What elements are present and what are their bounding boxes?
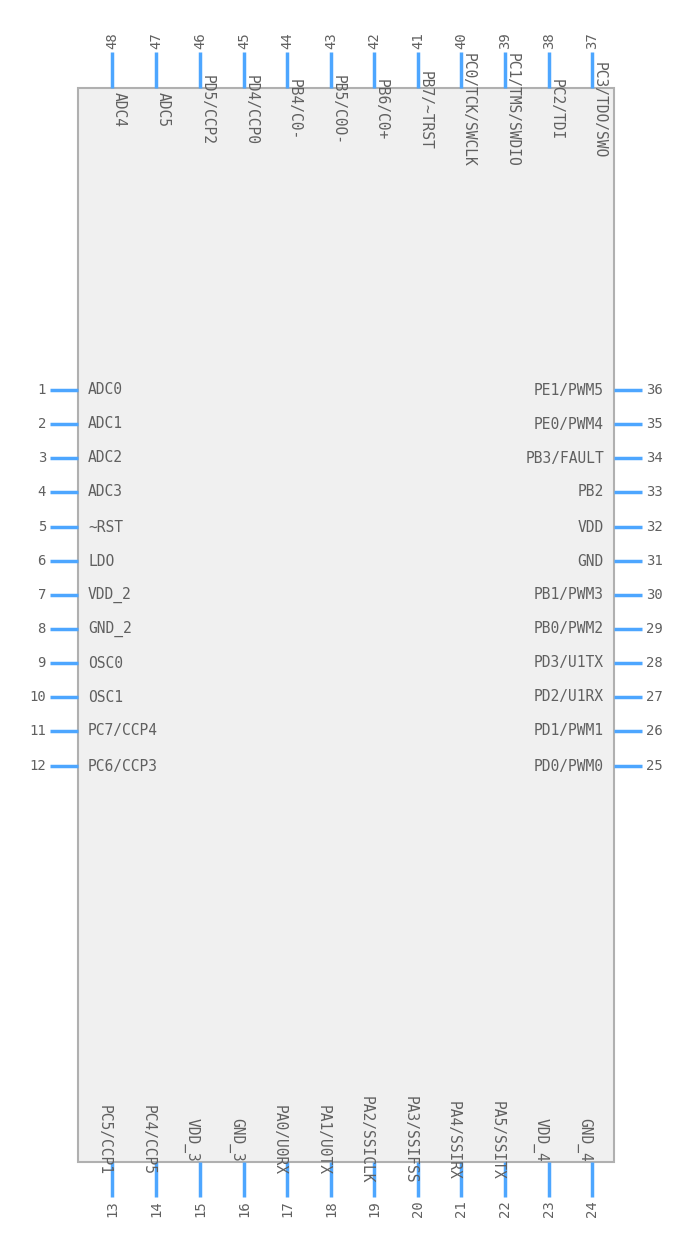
Text: PC3/TDO/SWO: PC3/TDO/SWO <box>592 62 607 158</box>
Text: LDO: LDO <box>88 554 114 569</box>
Text: 1: 1 <box>38 383 46 397</box>
Text: 32: 32 <box>646 520 663 534</box>
Text: ADC2: ADC2 <box>88 451 123 466</box>
Text: PA5/SSITX: PA5/SSITX <box>490 1101 505 1179</box>
Text: PD5/CCP2: PD5/CCP2 <box>200 75 215 145</box>
Text: 31: 31 <box>646 554 663 568</box>
Text: PE1/PWM5: PE1/PWM5 <box>534 382 604 398</box>
Text: 3: 3 <box>38 451 46 466</box>
Text: 37: 37 <box>585 32 599 49</box>
Text: 22: 22 <box>498 1201 512 1217</box>
Text: ADC3: ADC3 <box>88 484 123 499</box>
Text: 42: 42 <box>367 32 381 49</box>
Text: PD3/U1TX: PD3/U1TX <box>534 655 604 670</box>
Bar <box>78 89 614 1162</box>
Text: 41: 41 <box>411 32 425 49</box>
Text: PA2/SSICLK: PA2/SSICLK <box>359 1096 374 1184</box>
Text: 35: 35 <box>646 417 663 431</box>
Text: 28: 28 <box>646 656 663 670</box>
Text: 5: 5 <box>38 520 46 534</box>
Text: ADC5: ADC5 <box>156 92 171 127</box>
Text: 9: 9 <box>38 656 46 670</box>
Text: PC5/CCP1: PC5/CCP1 <box>97 1104 112 1176</box>
Text: PB4/C0-: PB4/C0- <box>287 80 302 141</box>
Text: 26: 26 <box>646 724 663 738</box>
Text: PC7/CCP4: PC7/CCP4 <box>88 724 158 739</box>
Text: PB6/C0+: PB6/C0+ <box>374 80 389 141</box>
Text: 48: 48 <box>105 32 119 49</box>
Text: 40: 40 <box>454 32 468 49</box>
Text: VDD_4: VDD_4 <box>533 1118 549 1162</box>
Text: VDD_2: VDD_2 <box>88 587 131 603</box>
Text: 10: 10 <box>30 690 46 704</box>
Text: PB5/C0O-: PB5/C0O- <box>331 75 346 145</box>
Text: PD2/U1RX: PD2/U1RX <box>534 689 604 705</box>
Text: PA4/SSIRX: PA4/SSIRX <box>446 1101 461 1179</box>
Text: 2: 2 <box>38 417 46 431</box>
Text: PD1/PWM1: PD1/PWM1 <box>534 724 604 739</box>
Text: 38: 38 <box>542 32 556 49</box>
Text: 47: 47 <box>149 32 163 49</box>
Text: 30: 30 <box>646 588 663 602</box>
Text: GND_4: GND_4 <box>576 1118 592 1162</box>
Text: 39: 39 <box>498 32 512 49</box>
Text: 25: 25 <box>646 759 663 773</box>
Text: 44: 44 <box>280 32 294 49</box>
Text: 29: 29 <box>646 622 663 636</box>
Text: PC2/TDI: PC2/TDI <box>549 80 564 141</box>
Text: 45: 45 <box>237 32 251 49</box>
Text: 43: 43 <box>324 32 338 49</box>
Text: 27: 27 <box>646 690 663 704</box>
Text: 19: 19 <box>367 1201 381 1217</box>
Text: PB0/PWM2: PB0/PWM2 <box>534 622 604 636</box>
Text: PC0/TCK/SWCLK: PC0/TCK/SWCLK <box>461 54 476 167</box>
Text: 16: 16 <box>237 1201 251 1217</box>
Text: GND: GND <box>578 554 604 569</box>
Text: 18: 18 <box>324 1201 338 1217</box>
Text: 6: 6 <box>38 554 46 568</box>
Text: PE0/PWM4: PE0/PWM4 <box>534 417 604 432</box>
Text: VDD_3: VDD_3 <box>184 1118 200 1162</box>
Text: 34: 34 <box>646 451 663 466</box>
Text: 33: 33 <box>646 485 663 499</box>
Text: 8: 8 <box>38 622 46 636</box>
Text: 12: 12 <box>30 759 46 773</box>
Text: 14: 14 <box>149 1201 163 1217</box>
Text: 11: 11 <box>30 724 46 738</box>
Text: PC6/CCP3: PC6/CCP3 <box>88 759 158 774</box>
Text: 46: 46 <box>193 32 207 49</box>
Text: PB2: PB2 <box>578 484 604 499</box>
Text: ~RST: ~RST <box>88 519 123 534</box>
Text: PA1/U0TX: PA1/U0TX <box>316 1104 331 1176</box>
Text: 20: 20 <box>411 1201 425 1217</box>
Text: 7: 7 <box>38 588 46 602</box>
Text: OSC0: OSC0 <box>88 655 123 670</box>
Text: GND_3: GND_3 <box>228 1118 244 1162</box>
Text: OSC1: OSC1 <box>88 689 123 705</box>
Text: PB3/FAULT: PB3/FAULT <box>525 451 604 466</box>
Text: 36: 36 <box>646 383 663 397</box>
Text: PA3/SSIFSS: PA3/SSIFSS <box>403 1096 418 1184</box>
Text: 15: 15 <box>193 1201 207 1217</box>
Text: ADC4: ADC4 <box>112 92 127 127</box>
Text: PA0/U0RX: PA0/U0RX <box>272 1104 287 1176</box>
Text: VDD: VDD <box>578 519 604 534</box>
Text: 17: 17 <box>280 1201 294 1217</box>
Text: GND_2: GND_2 <box>88 622 131 636</box>
Text: PC1/TMS/SWDIO: PC1/TMS/SWDIO <box>505 54 520 167</box>
Text: 4: 4 <box>38 485 46 499</box>
Text: 24: 24 <box>585 1201 599 1217</box>
Text: PB1/PWM3: PB1/PWM3 <box>534 588 604 603</box>
Text: ADC0: ADC0 <box>88 382 123 398</box>
Text: 23: 23 <box>542 1201 556 1217</box>
Text: PB7/~TRST: PB7/~TRST <box>418 71 433 150</box>
Text: PC4/CCP5: PC4/CCP5 <box>141 1104 156 1176</box>
Text: 13: 13 <box>105 1201 119 1217</box>
Text: 21: 21 <box>454 1201 468 1217</box>
Text: PD0/PWM0: PD0/PWM0 <box>534 759 604 774</box>
Text: ADC1: ADC1 <box>88 417 123 432</box>
Text: PD4/CCP0: PD4/CCP0 <box>244 75 259 145</box>
